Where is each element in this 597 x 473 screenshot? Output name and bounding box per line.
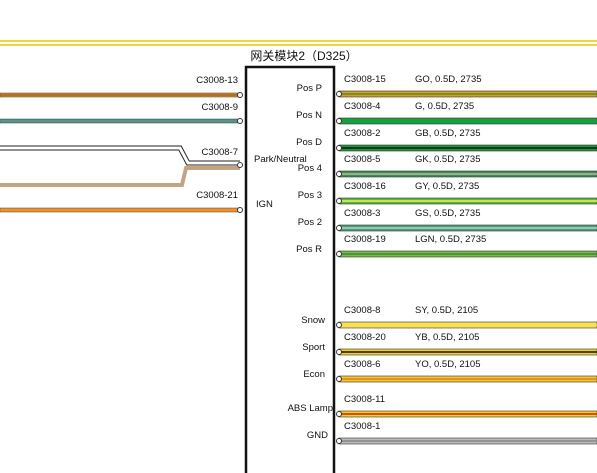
pin-label: ABS Lamp — [288, 403, 333, 414]
wire — [0, 166, 240, 187]
terminal — [336, 349, 342, 355]
terminal — [336, 171, 342, 177]
connector-label: C3008-19 — [344, 234, 386, 245]
terminal — [336, 118, 342, 124]
connector-label: C3008-4 — [344, 101, 380, 112]
wire — [0, 146, 240, 165]
wire-label: GY, 0.5D, 2735 — [415, 181, 479, 192]
wire-label: YO, 0.5D, 2105 — [415, 359, 480, 370]
terminal — [336, 91, 342, 97]
pin-label: Econ — [303, 369, 325, 380]
connector-label: C3008-13 — [196, 75, 238, 86]
connector-label: C3008-7 — [202, 147, 238, 158]
connector-label: C3008-5 — [344, 154, 380, 165]
connector-label: C3008-11 — [344, 394, 385, 405]
connector-label: C3008-9 — [202, 102, 238, 113]
terminal — [336, 376, 342, 382]
terminal — [336, 251, 342, 257]
connector-label: C3008-20 — [344, 332, 386, 343]
wire-label: GO, 0.5D, 2735 — [415, 74, 482, 85]
wire-label: GB, 0.5D, 2735 — [415, 128, 480, 139]
connector-label: C3008-16 — [344, 181, 386, 192]
terminal — [336, 411, 342, 417]
wire-label: GK, 0.5D, 2735 — [415, 154, 480, 165]
pin-label: Pos P — [297, 83, 322, 94]
wire-label: G, 0.5D, 2735 — [415, 101, 474, 112]
pin-label: Snow — [301, 315, 325, 326]
terminal — [336, 438, 342, 444]
terminal — [237, 207, 243, 213]
pin-label: Park/Neutral — [254, 154, 307, 165]
connector-label: C3008-8 — [344, 305, 380, 316]
terminal — [336, 198, 342, 204]
wire-label: LGN, 0.5D, 2735 — [415, 234, 486, 245]
wire-label: SY, 0.5D, 2105 — [415, 305, 478, 316]
pin-label: Pos 4 — [298, 163, 322, 174]
module-title: 网关模块2（D325） — [250, 49, 357, 63]
terminal — [237, 162, 243, 168]
module-box — [244, 65, 336, 473]
wire — [0, 167, 240, 186]
terminal — [336, 322, 342, 328]
connector-label: C3008-15 — [344, 74, 386, 85]
pin-label: Pos R — [296, 244, 322, 255]
connector-label: C3008-1 — [344, 421, 380, 432]
terminal — [237, 92, 243, 98]
pin-label: Pos N — [296, 110, 322, 121]
wire-label: YB, 0.5D, 2105 — [415, 332, 479, 343]
wire-label: GS, 0.5D, 2735 — [415, 208, 480, 219]
pin-label: Pos 3 — [298, 190, 322, 201]
connector-label: C3008-3 — [344, 208, 380, 219]
pin-label: Pos D — [296, 137, 322, 148]
pin-label: GND — [307, 430, 328, 441]
connector-label: C3008-21 — [196, 190, 238, 201]
terminal — [336, 145, 342, 151]
connector-label: C3008-2 — [344, 128, 380, 139]
connector-label: C3008-6 — [344, 359, 380, 370]
pin-label: IGN — [256, 199, 273, 210]
pin-label: Sport — [302, 342, 325, 353]
terminal — [237, 118, 243, 124]
pin-label: Pos 2 — [298, 217, 322, 228]
terminal — [336, 225, 342, 231]
